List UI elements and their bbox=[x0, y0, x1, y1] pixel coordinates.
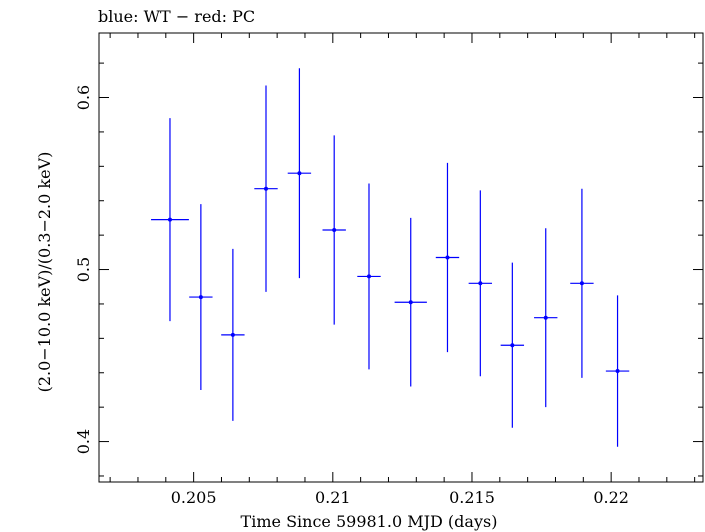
data-point bbox=[570, 188, 594, 378]
point-marker bbox=[615, 369, 620, 374]
data-point bbox=[322, 135, 346, 325]
point-marker bbox=[366, 274, 371, 279]
point-marker bbox=[510, 343, 515, 348]
y-axis-ticks: 0.4 0.5 0.6 bbox=[74, 62, 703, 477]
x-tick-label: 0.215 bbox=[449, 488, 495, 507]
point-marker bbox=[230, 332, 235, 337]
point-marker bbox=[297, 171, 302, 176]
point-marker bbox=[264, 186, 268, 191]
point-marker bbox=[167, 217, 172, 222]
x-tick-label: 0.205 bbox=[171, 488, 217, 507]
plot-frame bbox=[98, 32, 704, 483]
data-point bbox=[468, 190, 493, 377]
point-marker bbox=[579, 281, 584, 286]
chart-title: blue: WT − red: PC bbox=[98, 7, 255, 26]
y-tick-label: 0.6 bbox=[74, 85, 93, 110]
point-marker bbox=[332, 227, 337, 232]
x-tick-label: 0.21 bbox=[315, 488, 351, 507]
y-tick-label: 0.4 bbox=[74, 429, 93, 454]
data-point bbox=[500, 262, 525, 428]
data-point bbox=[394, 217, 427, 387]
data-point bbox=[435, 162, 460, 353]
data-point bbox=[357, 183, 381, 370]
data-point bbox=[287, 68, 312, 279]
data-points bbox=[151, 68, 630, 447]
point-marker bbox=[445, 255, 450, 260]
data-point bbox=[189, 204, 213, 390]
point-marker bbox=[478, 281, 483, 286]
y-axis-label: (2.0−10.0 keV)/(0.3−2.0 keV) bbox=[35, 152, 54, 393]
data-point bbox=[151, 118, 189, 322]
x-axis-ticks: 0.205 0.21 0.215 0.22 bbox=[109, 33, 696, 507]
point-marker bbox=[408, 300, 413, 305]
x-tick-label: 0.22 bbox=[593, 488, 629, 507]
data-point bbox=[534, 228, 558, 408]
data-point bbox=[254, 85, 278, 292]
y-tick-label: 0.5 bbox=[74, 257, 93, 282]
point-marker bbox=[198, 295, 203, 300]
x-axis-label: Time Since 59981.0 MJD (days) bbox=[241, 512, 498, 531]
point-marker bbox=[543, 315, 548, 320]
data-point bbox=[221, 248, 245, 421]
data-point bbox=[605, 295, 630, 447]
